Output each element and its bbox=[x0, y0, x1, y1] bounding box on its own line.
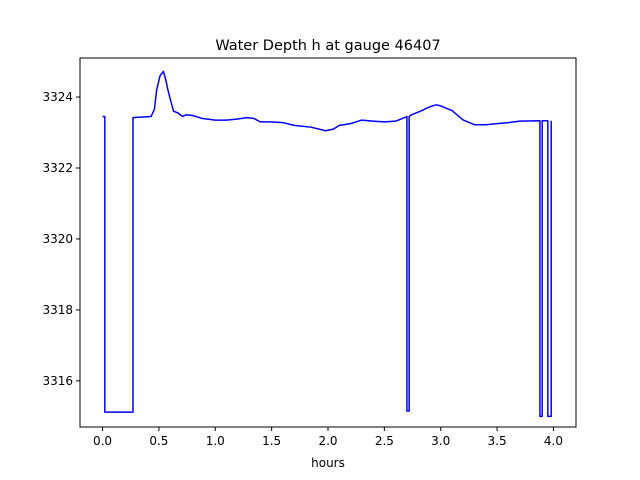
x-tick-label: 0.5 bbox=[149, 434, 168, 448]
chart-title: Water Depth h at gauge 46407 bbox=[215, 38, 440, 54]
x-tick-label: 2.5 bbox=[375, 434, 394, 448]
series-line-0 bbox=[102, 70, 552, 418]
x-tick-label: 2.0 bbox=[318, 434, 337, 448]
x-tick-label: 1.0 bbox=[206, 434, 225, 448]
y-tick-label: 3320 bbox=[42, 232, 73, 246]
x-tick-label: 3.0 bbox=[431, 434, 450, 448]
x-tick-label: 3.5 bbox=[488, 434, 507, 448]
plot-frame bbox=[79, 57, 577, 428]
plot-area bbox=[102, 70, 552, 418]
y-tick-label: 3322 bbox=[42, 161, 73, 175]
x-axis-ticks: 0.0 0.5 1.0 1.5 2.0 2.5 3.0 3.5 4.0 bbox=[93, 427, 563, 448]
x-tick-label: 0.0 bbox=[93, 434, 112, 448]
y-tick-label: 3324 bbox=[42, 90, 73, 104]
y-tick-label: 3316 bbox=[42, 374, 73, 388]
x-tick-label: 1.5 bbox=[262, 434, 281, 448]
x-axis-label: hours bbox=[311, 456, 345, 470]
y-tick-label: 3318 bbox=[42, 303, 73, 317]
y-axis-ticks: 3316 3318 3320 3322 3324 bbox=[42, 90, 80, 388]
x-tick-label: 4.0 bbox=[544, 434, 563, 448]
